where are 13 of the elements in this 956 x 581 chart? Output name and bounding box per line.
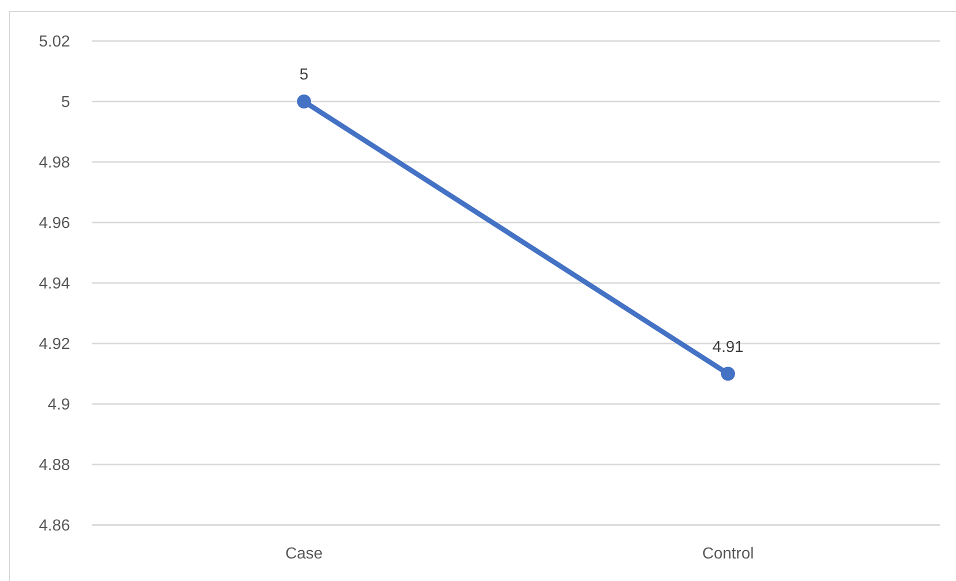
y-tick-label: 5.02 [38,34,70,51]
y-tick-label: 4.98 [38,154,70,172]
y-tick-label: 4.88 [38,457,70,474]
y-tick-label: 4.94 [38,276,70,293]
x-tick-label: Case [285,545,323,562]
y-tick-label: 4.9 [48,396,70,414]
y-tick-label: 4.86 [38,518,70,535]
data-label: 4.91 [712,338,744,356]
y-tick-label: 5 [61,94,70,112]
y-tick-label: 4.96 [38,215,70,232]
y-tick-label: 4.92 [38,336,70,354]
data-label: 5 [300,66,309,84]
x-tick-label: Control [702,545,754,562]
